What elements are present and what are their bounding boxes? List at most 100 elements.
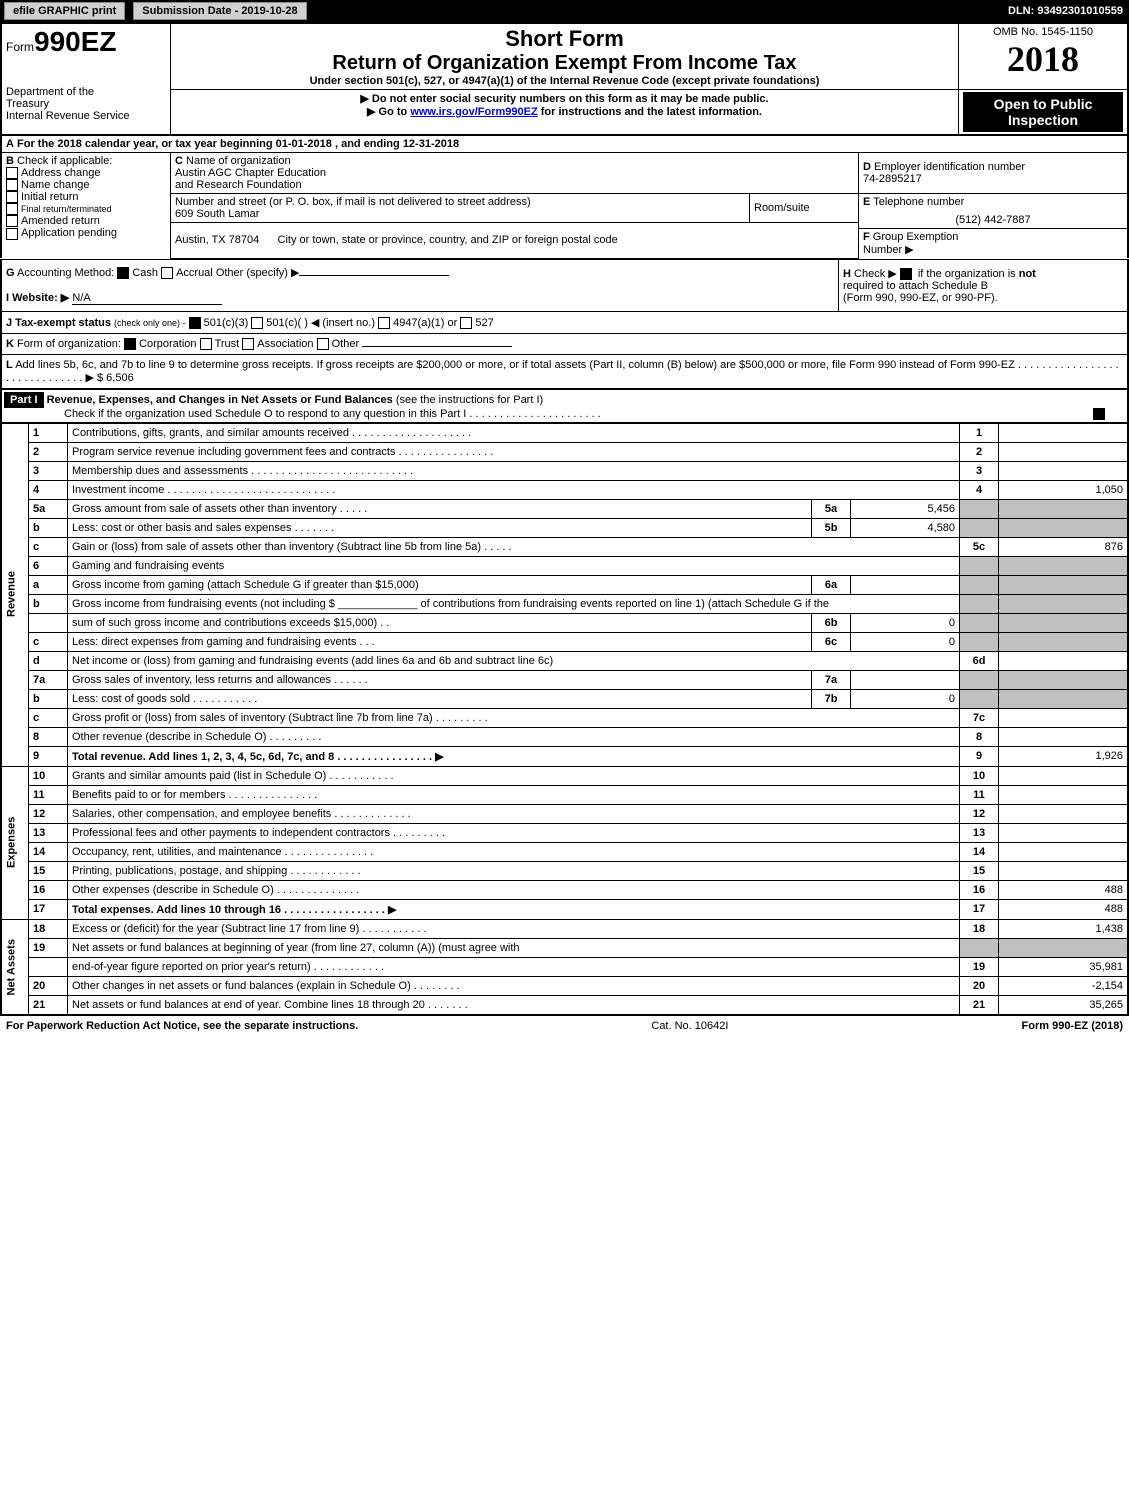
checkbox-501c3[interactable]: [189, 317, 201, 329]
amount: 1,926: [999, 746, 1129, 766]
part-1-title: Revenue, Expenses, and Changes in Net As…: [47, 394, 393, 406]
checkbox-initial-return[interactable]: [6, 191, 18, 203]
sub-amount: [851, 670, 960, 689]
amount: 35,981: [999, 957, 1129, 976]
box-label: 9: [960, 746, 999, 766]
line-num: [29, 957, 68, 976]
checkbox-501c[interactable]: [251, 317, 263, 329]
line-num: b: [29, 518, 68, 537]
line-desc: Total expenses. Add lines 10 through 16 …: [68, 899, 960, 919]
line-a: A For the 2018 calendar year, or tax yea…: [0, 136, 1129, 153]
amount: 488: [999, 880, 1129, 899]
checkbox-other-org[interactable]: [317, 338, 329, 350]
line-desc: Gross income from fundraising events (no…: [68, 594, 960, 613]
part-1-subtitle: (see the instructions for Part I): [396, 394, 543, 406]
line-h-not: not: [1019, 268, 1036, 280]
table-row: 5a Gross amount from sale of assets othe…: [1, 499, 1128, 518]
checkbox-corp[interactable]: [124, 338, 136, 350]
tax-year: 2018: [963, 38, 1123, 80]
table-row: 3 Membership dues and assessments . . . …: [1, 461, 1128, 480]
checkbox-trust[interactable]: [200, 338, 212, 350]
checkbox-527[interactable]: [460, 317, 472, 329]
cb-label-amended: Amended return: [21, 215, 100, 227]
line-num: 10: [29, 766, 68, 785]
checkbox-4947[interactable]: [378, 317, 390, 329]
checkbox-accrual[interactable]: [161, 267, 173, 279]
table-row: 9 Total revenue. Add lines 1, 2, 3, 4, 5…: [1, 746, 1128, 766]
line-num: 7a: [29, 670, 68, 689]
line-desc: Other revenue (describe in Schedule O) .…: [68, 727, 960, 746]
org-name-1: Austin AGC Chapter Education: [175, 167, 326, 179]
checkbox-amended[interactable]: [6, 215, 18, 227]
line-desc: Gain or (loss) from sale of assets other…: [68, 537, 960, 556]
form-prefix: Form: [6, 40, 34, 54]
dept-treasury-3: Internal Revenue Service: [6, 110, 166, 122]
line-desc: Net assets or fund balances at end of ye…: [68, 995, 960, 1015]
line-a-prefix: For the 2018 calendar year, or tax year …: [17, 138, 276, 150]
line-num: 11: [29, 785, 68, 804]
checkbox-cash[interactable]: [117, 267, 129, 279]
checkbox-final-return[interactable]: [6, 203, 18, 215]
table-row: Net Assets 18 Excess or (deficit) for th…: [1, 919, 1128, 938]
line-desc: Gross profit or (loss) from sales of inv…: [68, 708, 960, 727]
sub-box-label: 5b: [812, 518, 851, 537]
amount: [999, 823, 1129, 842]
gray-amt: [999, 670, 1129, 689]
checkbox-name-change[interactable]: [6, 179, 18, 191]
goto-suffix: for instructions and the latest informat…: [541, 106, 762, 118]
gray-box: [960, 613, 999, 632]
line-num: 8: [29, 727, 68, 746]
gray-amt: [999, 613, 1129, 632]
table-row: c Less: direct expenses from gaming and …: [1, 632, 1128, 651]
line-num: 1: [29, 423, 68, 442]
table-row: b Less: cost of goods sold . . . . . . .…: [1, 689, 1128, 708]
line-l-label: L: [6, 359, 13, 371]
line-desc: Excess or (deficit) for the year (Subtra…: [68, 919, 960, 938]
line-num: b: [29, 594, 68, 613]
amount: [999, 423, 1129, 442]
submission-date-button[interactable]: Submission Date - 2019-10-28: [133, 2, 306, 20]
box-b-label: B: [6, 155, 14, 167]
line-desc: Less: cost or other basis and sales expe…: [68, 518, 812, 537]
line-k-text: Form of organization:: [17, 338, 121, 350]
accounting-accrual: Accrual: [176, 267, 213, 279]
footer-left: For Paperwork Reduction Act Notice, see …: [6, 1020, 358, 1032]
entity-info-table: B Check if applicable: Address change Na…: [0, 153, 1129, 259]
table-row: 14 Occupancy, rent, utilities, and maint…: [1, 842, 1128, 861]
gray-amt: [999, 518, 1129, 537]
box-c-label: C: [175, 155, 183, 167]
line-num: 17: [29, 899, 68, 919]
amount: [999, 442, 1129, 461]
form-990ez: 990EZ: [34, 26, 117, 57]
table-row: 11 Benefits paid to or for members . . .…: [1, 785, 1128, 804]
efile-print-button[interactable]: efile GRAPHIC print: [4, 2, 125, 20]
amount: 1,050: [999, 480, 1129, 499]
line-num: 21: [29, 995, 68, 1015]
line-a-end: 12-31-2018: [403, 138, 459, 150]
cb-label-final: Final return/terminated: [21, 204, 112, 214]
gross-receipts: 6,506: [106, 372, 134, 384]
amount: [999, 766, 1129, 785]
checkbox-pending[interactable]: [6, 228, 18, 240]
open-line2: Inspection: [1008, 112, 1078, 128]
omb-number: OMB No. 1545-1150: [963, 26, 1123, 38]
amount: 1,438: [999, 919, 1129, 938]
sub-amount: 0: [851, 689, 960, 708]
box-b-title: Check if applicable:: [17, 155, 112, 167]
lines-g-l: G Accounting Method: Cash Accrual Other …: [0, 259, 1129, 390]
table-row: a Gross income from gaming (attach Sched…: [1, 575, 1128, 594]
irs-link[interactable]: www.irs.gov/Form990EZ: [410, 106, 537, 118]
line-desc: Other changes in net assets or fund bala…: [68, 976, 960, 995]
box-label: 14: [960, 842, 999, 861]
line-desc: Grants and similar amounts paid (list in…: [68, 766, 960, 785]
dept-treasury-1: Department of the: [6, 86, 166, 98]
table-row: 2 Program service revenue including gove…: [1, 442, 1128, 461]
checkbox-address-change[interactable]: [6, 167, 18, 179]
checkbox-sched-b[interactable]: [900, 268, 912, 280]
table-row: 21 Net assets or fund balances at end of…: [1, 995, 1128, 1015]
checkbox-assoc[interactable]: [242, 338, 254, 350]
sub-box-label: 6c: [812, 632, 851, 651]
checkbox-sched-o[interactable]: [1093, 408, 1105, 420]
box-label: 21: [960, 995, 999, 1015]
line-num: 6: [29, 556, 68, 575]
